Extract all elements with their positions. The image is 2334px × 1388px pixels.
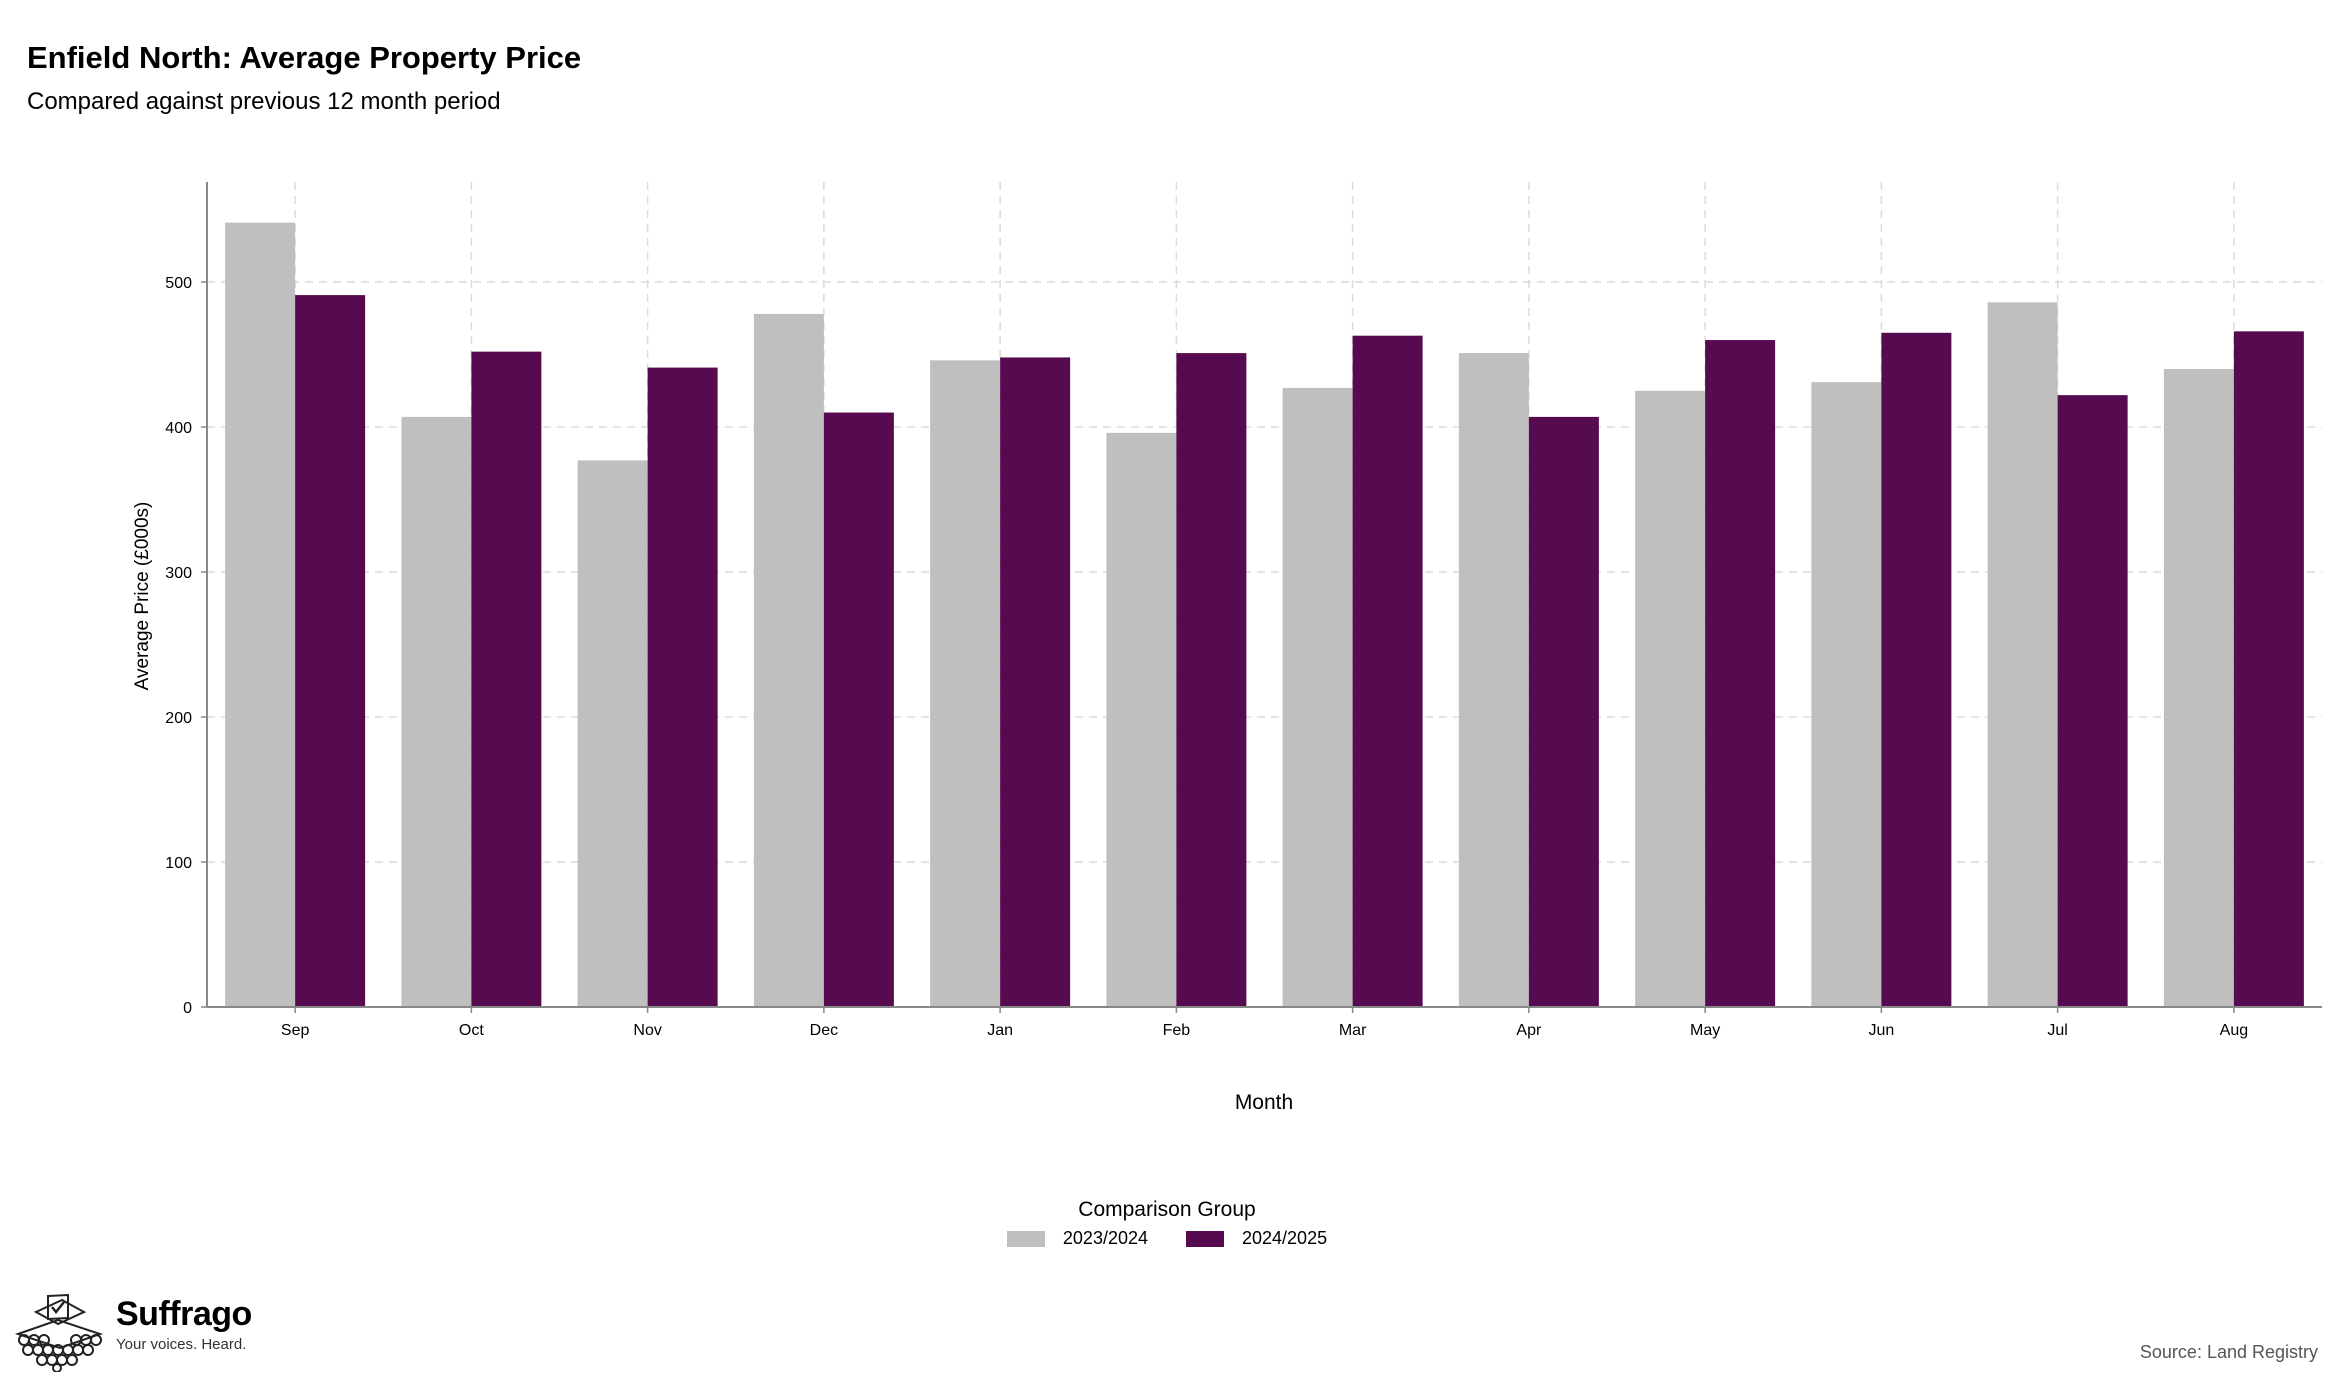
legend-title: Comparison Group (1078, 1198, 1256, 1221)
bar-2023-2024-dec: 2023/2024 Dec: 478 (753, 313, 824, 1007)
x-tick-label: Apr (1516, 1022, 1542, 1039)
bar-2023-2024-oct: 2023/2024 Oct: 407 (401, 416, 472, 1008)
bar-2024-2025-dec: 2024/2025 Dec: 410 (823, 412, 894, 1008)
x-tick-label: Jun (1868, 1022, 1894, 1039)
x-tick-label: Dec (810, 1022, 838, 1039)
y-tick-label: 500 (165, 275, 192, 292)
bar-2023-2024-jul: 2023/2024 Jul: 486 (1987, 302, 2058, 1007)
axis-labels: 0 100 200 300 400 500 Sep Oct Nov Dec Jan Feb Mar Apr… (165, 275, 2248, 1039)
brand-text: Suffrago Your voices. Heard. (116, 1295, 252, 1353)
axes (206, 182, 2322, 1008)
bar-2023-2024-may: 2023/2024 May: 425 (1635, 390, 1706, 1007)
y-tick-label: 200 (165, 710, 192, 727)
y-tick-label: 300 (165, 565, 192, 582)
x-tick-label: Mar (1339, 1022, 1367, 1039)
x-tick-label: Feb (1163, 1022, 1191, 1039)
bar-2024-2025-feb: 2024/2025 Feb: 451 (1176, 353, 1247, 1008)
bar-2024-2025-apr: 2024/2025 Apr: 407 (1528, 416, 1599, 1008)
x-tick-label: Aug (2220, 1022, 2248, 1039)
brand-logo: Suffrago Your voices. Heard. (14, 1290, 252, 1372)
brand-name: Suffrago (116, 1295, 252, 1333)
bar-2024-2025-jul: 2024/2025 Jul: 422 (2057, 395, 2128, 1007)
bar-2023-2024-apr: 2023/2024 Apr: 451 (1458, 353, 1529, 1008)
legend-label-2024-2025: 2024/2025 (1242, 1228, 1328, 1248)
bars: 2023/2024 Sep: 5412024/2025 Sep: 491 2023… (225, 222, 2304, 1008)
x-axis-title: Month (1235, 1091, 1293, 1114)
legend-swatch-2024-2025 (1186, 1230, 1224, 1247)
bar-2024-2025-jun: 2024/2025 Jun: 465 (1881, 332, 1952, 1007)
brand-tagline: Your voices. Heard. (116, 1336, 247, 1353)
legend-label-2023-2024: 2023/2024 (1062, 1228, 1148, 1248)
legend-item-2023-2024: 2023/2024 (1006, 1228, 1148, 1249)
legend-items: 2023/2024 2024/2025 (1006, 1228, 1327, 1249)
bar-2023-2024-jun: 2023/2024 Jun: 431 (1811, 382, 1882, 1007)
bar-2023-2024-feb: 2023/2024 Feb: 396 (1106, 432, 1177, 1007)
chart-subtitle: Compared against previous 12 month perio… (27, 88, 501, 115)
bar-2024-2025-oct: 2024/2025 Oct: 452 (471, 351, 542, 1007)
legend: Comparison Group 2023/2024 2024/2025 (0, 1198, 2334, 1252)
bar-2024-2025-may: 2024/2025 May: 460 (1705, 340, 1776, 1008)
bar-2024-2025-mar: 2024/2025 Mar: 463 (1352, 335, 1423, 1007)
bar-2023-2024-mar: 2023/2024 Mar: 427 (1282, 387, 1353, 1007)
x-tick-label: May (1690, 1022, 1720, 1039)
x-tick-label: Oct (459, 1022, 484, 1039)
bar-2023-2024-sep: 2023/2024 Sep: 541 (225, 222, 296, 1007)
x-tick-label: Jul (2047, 1022, 2067, 1039)
y-tick-label: 400 (165, 420, 192, 437)
bar-2023-2024-aug: 2023/2024 Aug: 440 (2163, 369, 2234, 1007)
bar-2024-2025-sep: 2024/2025 Sep: 491 (295, 295, 366, 1007)
ballot-box-icon (14, 1293, 104, 1372)
y-tick-label: 100 (165, 855, 192, 872)
chart-title: Enfield North: Average Property Price (27, 40, 582, 75)
x-tick-label: Sep (281, 1022, 310, 1039)
x-tick-label: Nov (633, 1022, 661, 1039)
bar-2023-2024-jan: 2023/2024 Jan: 446 (930, 360, 1001, 1007)
source-note: Source: Land Registry (2139, 1342, 2318, 1362)
bar-2024-2025-nov: 2024/2025 Nov: 441 (647, 367, 718, 1007)
bar-2024-2025-jan: 2024/2025 Jan: 448 (1000, 357, 1071, 1008)
x-tick-label: Jan (987, 1022, 1013, 1039)
bar-2024-2025-aug: 2024/2025 Aug: 466 (2233, 331, 2304, 1007)
legend-item-2024-2025: 2024/2025 (1186, 1228, 1327, 1249)
bar-2023-2024-nov: 2023/2024 Nov: 377 (577, 460, 648, 1007)
y-axis-title: Average Price (£000s) (132, 502, 153, 691)
y-tick-label: 0 (183, 1000, 192, 1017)
legend-swatch-2023-2024 (1006, 1230, 1045, 1247)
